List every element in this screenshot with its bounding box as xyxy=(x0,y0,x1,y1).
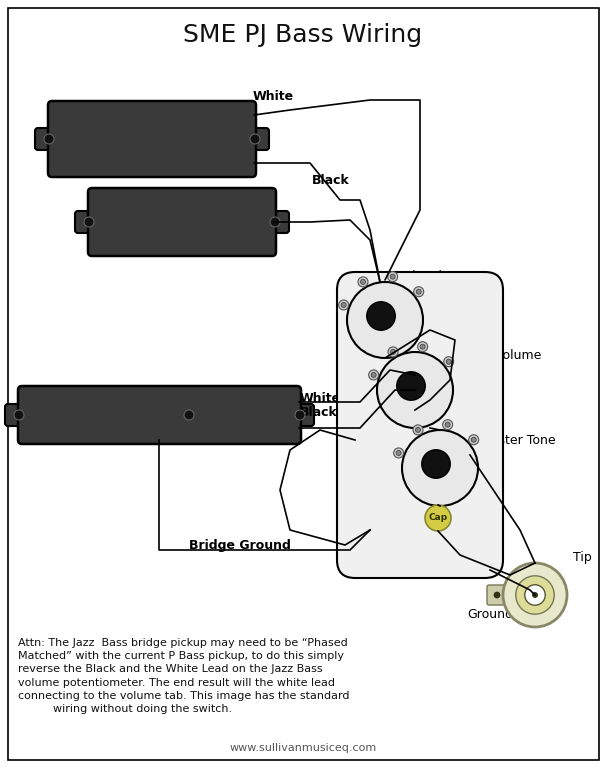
FancyBboxPatch shape xyxy=(48,101,256,177)
Text: White: White xyxy=(253,91,294,104)
Circle shape xyxy=(444,356,453,366)
Circle shape xyxy=(525,584,545,605)
Circle shape xyxy=(394,448,404,458)
Circle shape xyxy=(371,372,376,377)
Circle shape xyxy=(416,428,421,432)
Circle shape xyxy=(402,430,478,506)
Circle shape xyxy=(250,134,260,144)
FancyBboxPatch shape xyxy=(261,211,289,233)
Text: Bridge Volume: Bridge Volume xyxy=(450,349,541,362)
Circle shape xyxy=(339,300,348,310)
Text: www.sullivanmusiceq.com: www.sullivanmusiceq.com xyxy=(229,743,376,753)
Circle shape xyxy=(471,437,476,442)
Circle shape xyxy=(44,134,54,144)
Circle shape xyxy=(414,286,424,296)
Ellipse shape xyxy=(397,372,426,400)
Circle shape xyxy=(516,576,554,614)
Text: Attn: The Jazz  Bass bridge pickup may need to be “Phased
Matched” with the curr: Attn: The Jazz Bass bridge pickup may ne… xyxy=(18,638,350,714)
Circle shape xyxy=(84,217,94,227)
Circle shape xyxy=(443,419,453,429)
Circle shape xyxy=(469,435,479,445)
Circle shape xyxy=(494,592,500,598)
FancyBboxPatch shape xyxy=(487,585,507,605)
Circle shape xyxy=(503,563,567,627)
Text: Neck Volume: Neck Volume xyxy=(388,270,470,283)
FancyBboxPatch shape xyxy=(35,128,63,150)
Circle shape xyxy=(445,422,450,427)
Text: White: White xyxy=(300,392,341,405)
FancyBboxPatch shape xyxy=(175,404,203,426)
Circle shape xyxy=(388,347,398,357)
Circle shape xyxy=(418,342,428,352)
Text: SME PJ Bass Wiring: SME PJ Bass Wiring xyxy=(183,23,422,47)
Text: Ground: Ground xyxy=(467,608,513,621)
FancyBboxPatch shape xyxy=(88,188,276,256)
Circle shape xyxy=(361,280,365,284)
Circle shape xyxy=(347,282,423,358)
FancyBboxPatch shape xyxy=(241,128,269,150)
Text: Black: Black xyxy=(300,406,337,419)
Circle shape xyxy=(416,290,421,294)
Circle shape xyxy=(390,274,395,280)
FancyBboxPatch shape xyxy=(5,404,33,426)
Circle shape xyxy=(270,217,280,227)
Circle shape xyxy=(295,410,305,420)
Circle shape xyxy=(184,410,194,420)
FancyBboxPatch shape xyxy=(337,272,503,578)
Circle shape xyxy=(368,370,379,380)
Text: Tip: Tip xyxy=(573,551,592,564)
Text: Cap: Cap xyxy=(429,514,447,522)
Circle shape xyxy=(341,303,346,307)
FancyBboxPatch shape xyxy=(286,404,314,426)
Ellipse shape xyxy=(422,450,450,478)
Text: Bridge Ground: Bridge Ground xyxy=(189,538,291,551)
Circle shape xyxy=(390,349,396,354)
Circle shape xyxy=(425,505,451,531)
Circle shape xyxy=(446,359,451,364)
Circle shape xyxy=(532,592,538,598)
Circle shape xyxy=(14,410,24,420)
FancyBboxPatch shape xyxy=(18,386,301,444)
Circle shape xyxy=(388,272,398,282)
Circle shape xyxy=(377,352,453,428)
Circle shape xyxy=(413,425,423,435)
Circle shape xyxy=(396,451,401,455)
Circle shape xyxy=(358,277,368,287)
FancyBboxPatch shape xyxy=(75,211,103,233)
Text: Master Tone: Master Tone xyxy=(480,433,555,446)
Text: Black: Black xyxy=(312,174,350,187)
Ellipse shape xyxy=(367,302,395,330)
Circle shape xyxy=(420,344,425,349)
